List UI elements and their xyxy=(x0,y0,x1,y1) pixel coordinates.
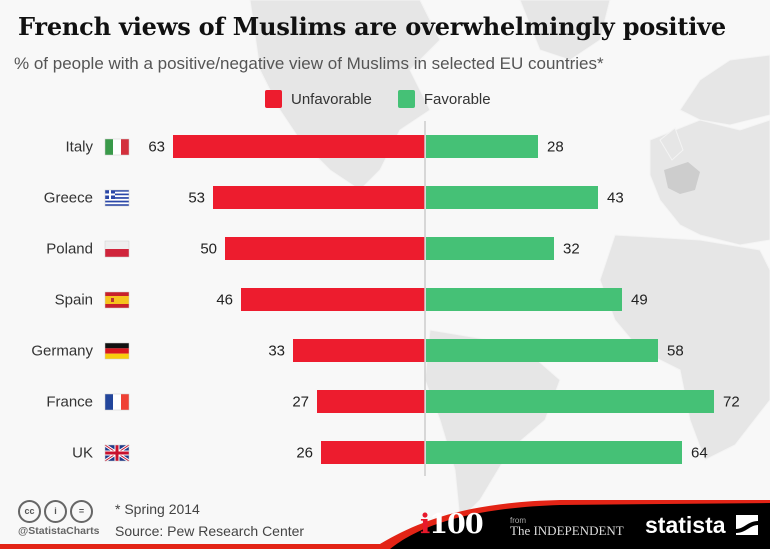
footnote: * Spring 2014 xyxy=(115,501,200,517)
legend-label-favorable: Favorable xyxy=(423,90,491,108)
i100-logo-digits: 100 xyxy=(429,509,483,540)
value-label-favorable: 32 xyxy=(563,241,580,258)
value-label-unfavorable: 50 xyxy=(200,241,217,258)
country-label: UK xyxy=(72,445,93,462)
country-label: Italy xyxy=(65,139,93,156)
legend-swatch-favorable xyxy=(397,90,415,108)
value-label-favorable: 64 xyxy=(691,445,708,462)
value-label-favorable: 58 xyxy=(667,343,684,360)
value-label-favorable: 49 xyxy=(631,292,648,309)
bar-unfavorable xyxy=(293,339,425,362)
value-label-unfavorable: 53 xyxy=(188,190,205,207)
bar-unfavorable xyxy=(213,186,425,209)
italy-flag-icon xyxy=(104,138,130,156)
bar-favorable xyxy=(426,237,554,260)
greenland-shape xyxy=(519,0,611,61)
independent-logo: The INDEPENDENT xyxy=(510,523,624,538)
chart-title: French views of Muslims are overwhelming… xyxy=(18,12,726,41)
i100-logo-i: i xyxy=(420,509,430,540)
statista-logo-icon xyxy=(735,515,758,535)
uk-shape xyxy=(659,127,684,161)
spain-flag-icon xyxy=(104,291,130,309)
greece-flag-icon xyxy=(104,189,130,207)
legend-item-favorable: Favorable xyxy=(397,90,491,108)
i100-logo: i100 xyxy=(420,509,484,540)
bar-favorable xyxy=(426,288,622,311)
legend-item-unfavorable: Unfavorable xyxy=(265,90,372,108)
bar-unfavorable xyxy=(241,288,425,311)
chart-subtitle: % of people with a positive/negative vie… xyxy=(14,54,604,73)
value-label-favorable: 28 xyxy=(547,139,564,156)
bar-favorable xyxy=(426,186,598,209)
country-label: Greece xyxy=(44,190,93,207)
uk-flag-icon xyxy=(104,443,130,463)
attribution-icon: i xyxy=(44,500,67,523)
value-label-unfavorable: 26 xyxy=(296,445,313,462)
footer-swoosh xyxy=(0,500,770,549)
bar-favorable xyxy=(426,339,658,362)
bar-unfavorable xyxy=(173,135,425,158)
scandinavia-shape xyxy=(679,54,770,126)
bar-favorable xyxy=(426,390,714,413)
value-label-unfavorable: 33 xyxy=(268,343,285,360)
bar-unfavorable xyxy=(317,390,425,413)
country-label: Poland xyxy=(46,241,93,258)
no-derivatives-icon: = xyxy=(70,500,93,523)
source-text: Source: Pew Research Center xyxy=(115,523,305,539)
from-label: from xyxy=(510,516,526,525)
bar-favorable xyxy=(426,441,682,464)
legend: Unfavorable Favorable xyxy=(265,90,517,108)
statista-logo: statista xyxy=(645,512,758,539)
value-label-unfavorable: 46 xyxy=(216,292,233,309)
value-label-unfavorable: 63 xyxy=(148,139,165,156)
value-label-favorable: 72 xyxy=(723,394,740,411)
value-label-unfavorable: 27 xyxy=(292,394,309,411)
bar-unfavorable xyxy=(321,441,425,464)
statista-wordmark: statista xyxy=(645,512,726,538)
france-flag-icon xyxy=(104,393,130,411)
bar-favorable xyxy=(426,135,538,158)
legend-label-unfavorable: Unfavorable xyxy=(291,90,372,108)
france-highlight-shape xyxy=(664,162,700,194)
legend-swatch-unfavorable xyxy=(265,90,282,108)
twitter-handle: @StatistaCharts xyxy=(18,525,100,537)
bar-unfavorable xyxy=(225,237,425,260)
country-label: France xyxy=(46,394,93,411)
country-label: Spain xyxy=(55,292,93,309)
country-label: Germany xyxy=(31,343,93,360)
africa-shape xyxy=(599,234,770,461)
poland-flag-icon xyxy=(104,240,130,258)
value-label-favorable: 43 xyxy=(607,190,624,207)
cc-license-icon: cc xyxy=(18,500,41,523)
germany-flag-icon xyxy=(104,342,130,360)
